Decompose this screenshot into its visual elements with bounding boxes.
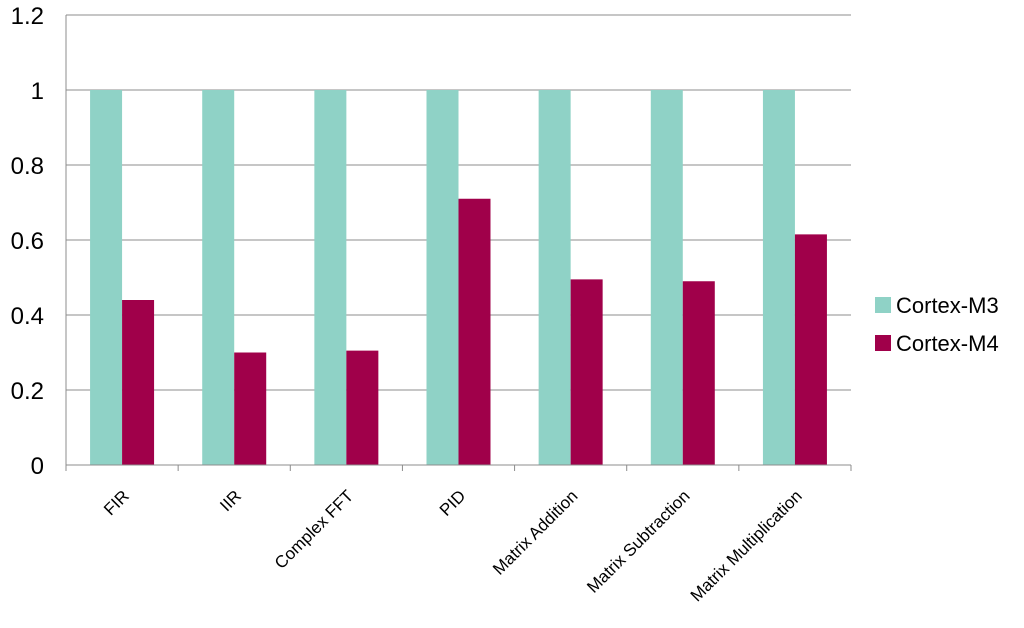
legend-label-cortex-m4: Cortex-M4 (896, 331, 999, 356)
bar-cortex-m4-matrix-addition (570, 279, 603, 465)
y-tick-label: 0.4 (11, 303, 44, 330)
bar-cortex-m4-fir (122, 300, 155, 465)
y-tick-labels: 0 0.2 0.4 0.6 0.8 1 1.2 (11, 3, 44, 480)
bar-cortex-m3-pid (426, 90, 459, 465)
legend-swatch-cortex-m3 (875, 297, 891, 313)
x-category-label: IIR (216, 486, 245, 515)
bar-cortex-m3-complex-fft (314, 90, 347, 465)
y-tick-label: 0.2 (11, 378, 44, 405)
y-tick-label: 1 (31, 78, 44, 105)
bar-cortex-m3-fir (90, 90, 123, 465)
bar-cortex-m4-matrix-multiplication (794, 234, 827, 465)
y-tick-label: 0 (31, 453, 44, 480)
x-category-label: PID (436, 486, 469, 519)
bar-cortex-m3-matrix-addition (538, 90, 571, 465)
x-category-label: Matrix Addition (489, 486, 581, 578)
x-category-label: Complex FFT (271, 486, 357, 572)
x-category-label: Matrix Subtraction (583, 486, 693, 596)
legend-swatch-cortex-m4 (875, 335, 891, 351)
bars (90, 90, 827, 465)
bar-cortex-m4-complex-fft (346, 350, 379, 465)
axes (65, 15, 852, 471)
bar-cortex-m4-matrix-subtraction (682, 281, 715, 465)
legend: Cortex-M3 Cortex-M4 (875, 293, 999, 356)
x-category-labels: FIR IIR Complex FFT PID Matrix Addition Matri… (100, 486, 806, 605)
y-tick-label: 1.2 (11, 3, 44, 30)
y-tick-label: 0.8 (11, 153, 44, 180)
bar-cortex-m3-matrix-subtraction (650, 90, 683, 465)
x-category-label: FIR (100, 486, 133, 519)
bar-cortex-m4-iir (234, 352, 267, 465)
x-category-label: Matrix Multiplication (687, 486, 806, 605)
y-tick-label: 0.6 (11, 228, 44, 255)
bar-cortex-m4-pid (458, 198, 491, 465)
bar-cortex-m3-matrix-multiplication (762, 90, 795, 465)
legend-label-cortex-m3: Cortex-M3 (896, 293, 999, 318)
bar-cortex-m3-iir (202, 90, 235, 465)
